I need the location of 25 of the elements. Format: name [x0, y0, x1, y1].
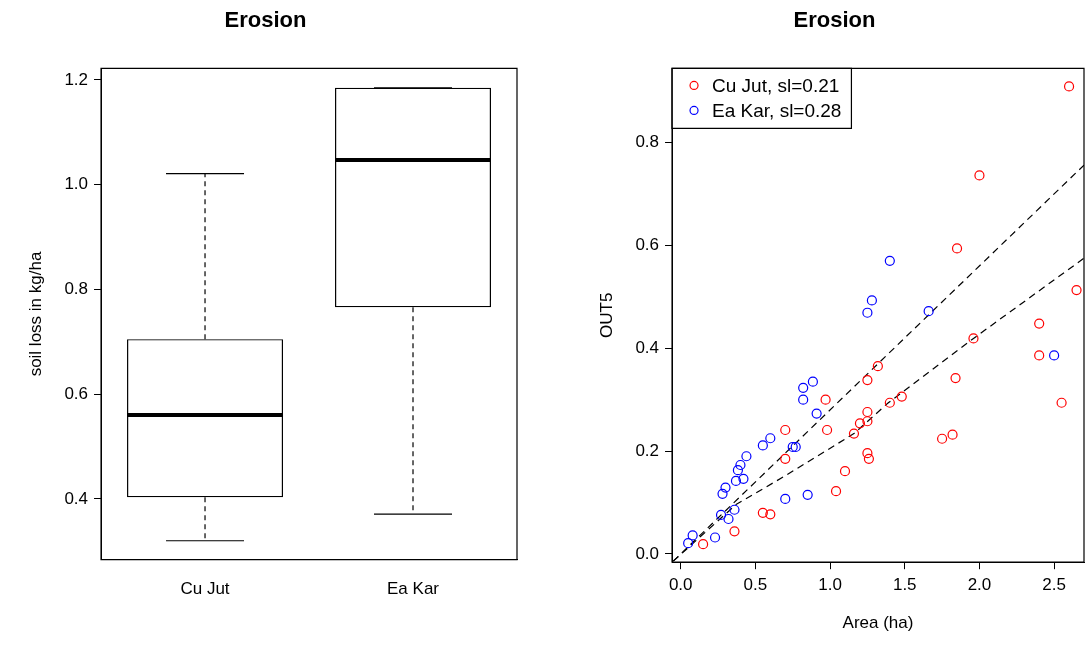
x-tick-label: 0.0 — [668, 575, 693, 595]
y-tick-label: 0.4 — [635, 337, 660, 357]
y-tick-label: 1.0 — [64, 174, 89, 194]
x-tick-label: 2.0 — [967, 575, 992, 595]
x-tick-label: 1.0 — [818, 575, 842, 595]
y-tick-label: 0.0 — [635, 543, 660, 563]
x-tick-label: 2.5 — [1042, 575, 1066, 595]
x-tick-label: Ea Kar — [387, 579, 440, 599]
y-tick-label: 0.8 — [635, 132, 660, 152]
x-tick-label: Cu Jut — [180, 579, 230, 599]
y-axis-title: OUT5 — [596, 292, 616, 338]
x-tick-label: 1.5 — [892, 575, 917, 595]
chart-title: Erosion — [224, 7, 307, 33]
x-tick-label: 0.5 — [743, 575, 768, 595]
x-axis-title: Area (ha) — [842, 613, 914, 633]
y-tick-label: 0.6 — [64, 383, 89, 403]
y-tick-label: 0.6 — [635, 235, 660, 255]
y-tick-label: 0.4 — [64, 488, 89, 508]
y-tick-label: 0.2 — [635, 440, 660, 460]
y-axis-title: soil loss in kg/ha — [25, 251, 45, 377]
chart-title: Erosion — [793, 7, 876, 33]
legend-label: Ea Kar, sl=0.28 — [712, 99, 842, 121]
y-tick-label: 0.8 — [64, 279, 89, 299]
legend-label: Cu Jut, sl=0.21 — [712, 74, 840, 96]
y-tick-label: 1.2 — [64, 69, 89, 89]
